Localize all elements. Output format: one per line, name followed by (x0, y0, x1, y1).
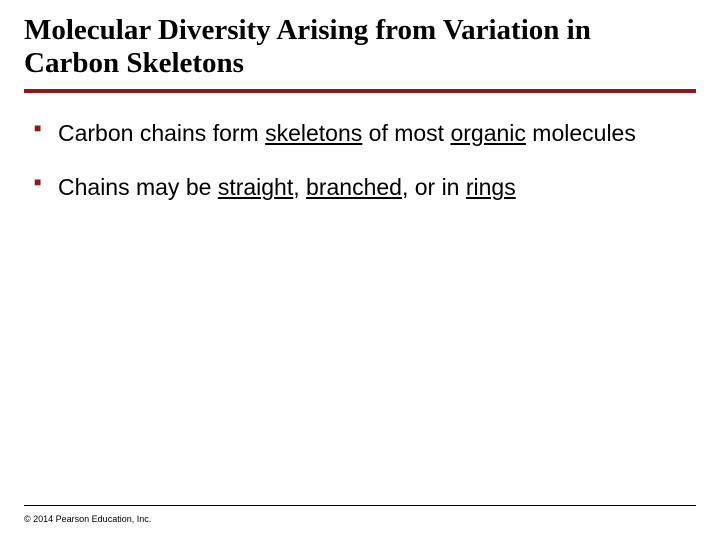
plain-text: Carbon chains form (58, 120, 265, 146)
plain-text: molecules (526, 120, 636, 146)
slide-container: Molecular Diversity Arising from Variati… (0, 0, 720, 540)
footer-rule (24, 505, 696, 506)
plain-text: , or in (402, 174, 466, 200)
underlined-text: rings (466, 174, 516, 200)
title-underline-rule (24, 89, 696, 93)
plain-text: Chains may be (58, 174, 218, 200)
plain-text: of most (362, 120, 450, 146)
title-line-2: Carbon Skeletons (24, 47, 244, 79)
underlined-text: skeletons (265, 120, 362, 146)
title-line-1: Molecular Diversity Arising from Variati… (24, 14, 591, 46)
underlined-text: straight (218, 174, 293, 200)
underlined-text: branched (306, 174, 402, 200)
copyright-text: © 2014 Pearson Education, Inc. (24, 514, 151, 524)
bullet-list: Carbon chains form skeletons of most org… (24, 119, 696, 203)
bullet-item: Chains may be straight, branched, or in … (34, 173, 696, 202)
slide-title: Molecular Diversity Arising from Variati… (24, 14, 696, 81)
underlined-text: organic (450, 120, 525, 146)
bullet-item: Carbon chains form skeletons of most org… (34, 119, 696, 148)
plain-text: , (293, 174, 306, 200)
